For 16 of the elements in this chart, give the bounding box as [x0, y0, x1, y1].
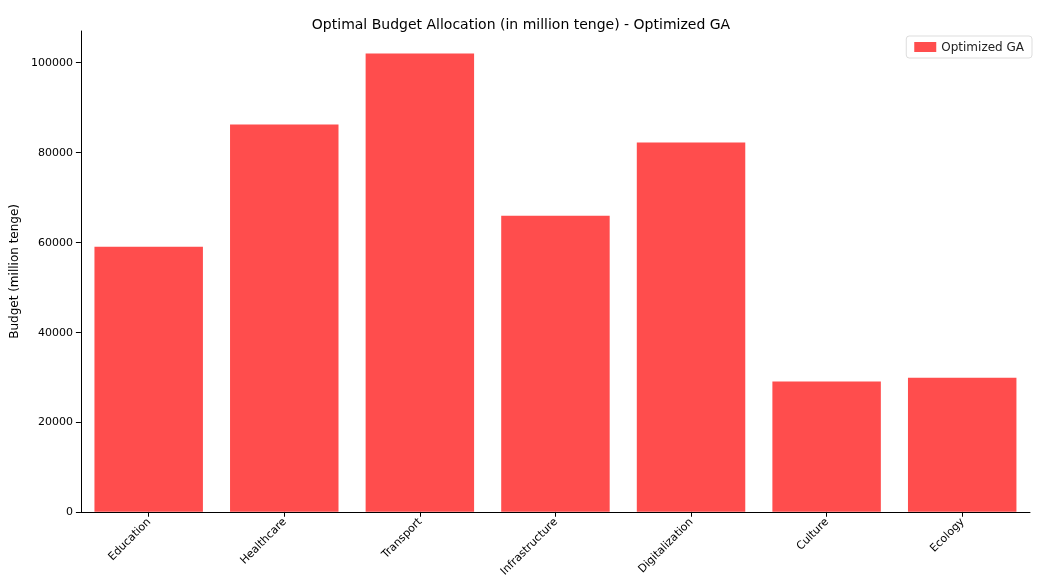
bar [907, 377, 1017, 512]
legend-label: Optimized GA [941, 40, 1025, 54]
y-tick-label: 100000 [30, 55, 73, 69]
bar [501, 215, 610, 512]
bar [230, 124, 339, 512]
y-tick-label: 40000 [37, 325, 73, 339]
chart-title: Optimal Budget Allocation (in million tenge) - Optimized GA [311, 16, 731, 32]
y-tick-label: 60000 [37, 235, 73, 249]
bar [94, 246, 203, 512]
bar [365, 53, 475, 512]
y-tick-label: 80000 [37, 145, 73, 159]
bar [772, 381, 881, 512]
bar [636, 142, 746, 512]
y-axis-title: Budget (million tenge) [7, 203, 21, 339]
y-tick-label: 20000 [37, 415, 73, 429]
y-tick-label: 0 [65, 505, 73, 519]
